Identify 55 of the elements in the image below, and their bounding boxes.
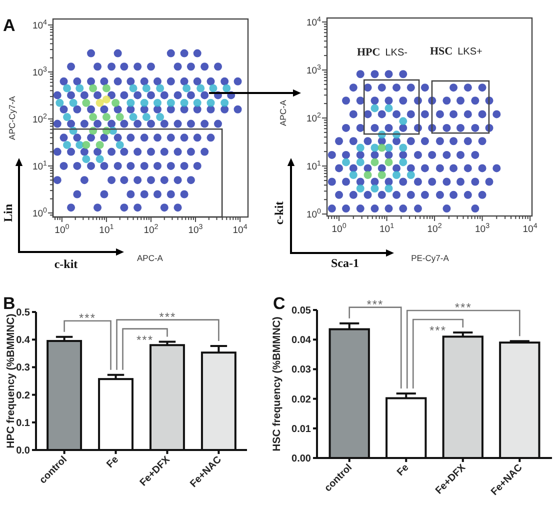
- y-tick-label: 0.05: [292, 306, 312, 316]
- y-axis-title: APC-Cy7-A: [7, 96, 17, 140]
- y-tick-label: 10$^{1}$: [32, 159, 48, 172]
- y-tick-label: 10$^{0}$: [306, 207, 322, 220]
- text: c-kit: [272, 201, 286, 225]
- y-tick-label: 0.01: [292, 424, 312, 435]
- x-tick-label: 10$^{3}$: [475, 222, 490, 235]
- x-tick-label: 10$^{2}$: [144, 223, 158, 236]
- y-tick-label: 10$^{3}$: [306, 63, 322, 76]
- y-tick-label: 0.2: [16, 390, 30, 402]
- x-tick-label: 10$^{3}$: [188, 223, 203, 236]
- chart-title: A: [3, 16, 16, 35]
- x-tick-label: 10$^{4}$: [232, 223, 248, 236]
- x-tick-label: 10$^{2}$: [427, 222, 442, 235]
- y-tick-label: 0.00: [292, 454, 312, 464]
- chart-title: B: [3, 294, 16, 313]
- annotation: ***: [159, 310, 176, 324]
- y-tick-label: 0.1: [16, 418, 30, 429]
- x-axis-title: PE-Cy7-A: [411, 253, 450, 263]
- x-tick-label: 10$^{4}$: [522, 222, 538, 235]
- annotation: HSC LKS+: [430, 46, 483, 58]
- text: Sca-1: [331, 256, 359, 270]
- text: Lin: [1, 204, 15, 222]
- y-tick-label: 0.3: [16, 362, 30, 374]
- y-tick-label: 10$^{2}$: [306, 111, 322, 124]
- x-tick-label: Fe: [395, 462, 412, 478]
- x-tick-label: 10$^{1}$: [99, 223, 114, 236]
- y-tick-label: 10$^{4}$: [32, 18, 48, 32]
- y-tick-label: 0.03: [292, 364, 312, 376]
- y-tick-label: 10$^{2}$: [32, 112, 48, 126]
- y-tick-label: 0.4: [16, 335, 30, 346]
- annotation: ***: [429, 323, 447, 338]
- y-tick-label: 10$^{3}$: [32, 65, 48, 78]
- y-tick-label: 0.5: [16, 308, 30, 318]
- annotation: ***: [366, 297, 384, 312]
- text: c-kit: [54, 257, 78, 271]
- x-tick-label: Fe: [104, 454, 122, 470]
- y-tick-label: 0.02: [292, 394, 312, 406]
- y-tick-label: 0.0: [16, 446, 30, 456]
- x-tick-label: 10$^{0}$: [54, 223, 70, 236]
- y-tick-label: 10$^{0}$: [32, 206, 48, 220]
- y-tick-label: 10$^{4}$: [306, 15, 322, 28]
- y-axis-title: APC-A: [278, 100, 288, 126]
- annotation: ***: [79, 310, 96, 325]
- x-tick-label: 10$^{0}$: [332, 222, 346, 235]
- y-tick-label: 10$^{1}$: [306, 159, 322, 172]
- chart-title: C: [273, 294, 286, 313]
- annotation: HPC LKS-: [357, 46, 408, 58]
- y-axis-title: HPC frequency (%BMMNC): [5, 314, 17, 448]
- x-axis-title: APC-A: [137, 253, 164, 263]
- x-tick-label: 10$^{1}$: [380, 222, 394, 235]
- y-tick-label: 0.04: [292, 335, 312, 346]
- annotation: ***: [454, 300, 472, 314]
- annotation: ***: [136, 332, 154, 347]
- y-axis-title: HSC frequency (%BMMNC): [271, 316, 283, 452]
